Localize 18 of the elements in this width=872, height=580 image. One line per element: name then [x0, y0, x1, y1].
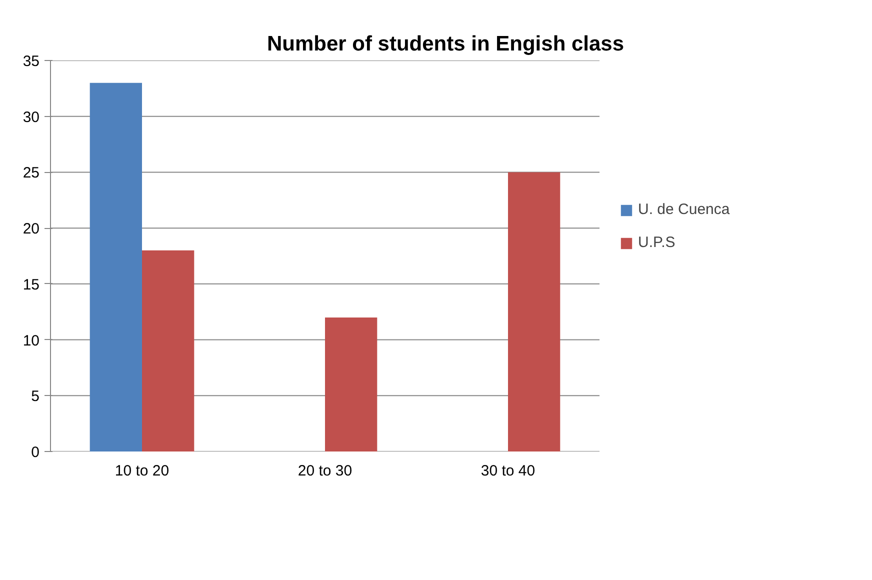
x-tick-label: 20 to 30 [298, 462, 352, 480]
bar [142, 250, 194, 452]
y-tick-label: 0 [31, 444, 40, 461]
y-tick-label: 5 [31, 388, 40, 406]
bar [508, 172, 560, 452]
y-tick-label: 15 [22, 276, 40, 294]
y-tick-label: 10 [22, 332, 40, 350]
x-tick-label: 30 to 40 [480, 462, 536, 480]
y-tick-label: 20 [22, 220, 40, 238]
y-tick-label: 30 [22, 108, 40, 126]
bar [325, 317, 378, 452]
y-tick-label: 25 [22, 164, 40, 182]
bar [90, 82, 142, 452]
legend-label: U. de Cuenca [638, 201, 730, 218]
x-tick-label: 10 to 20 [114, 462, 170, 480]
legend-label: U.P.S [638, 234, 676, 251]
y-tick-label: 35 [22, 53, 40, 70]
chart-title: Number of students in Engish class [266, 32, 624, 56]
